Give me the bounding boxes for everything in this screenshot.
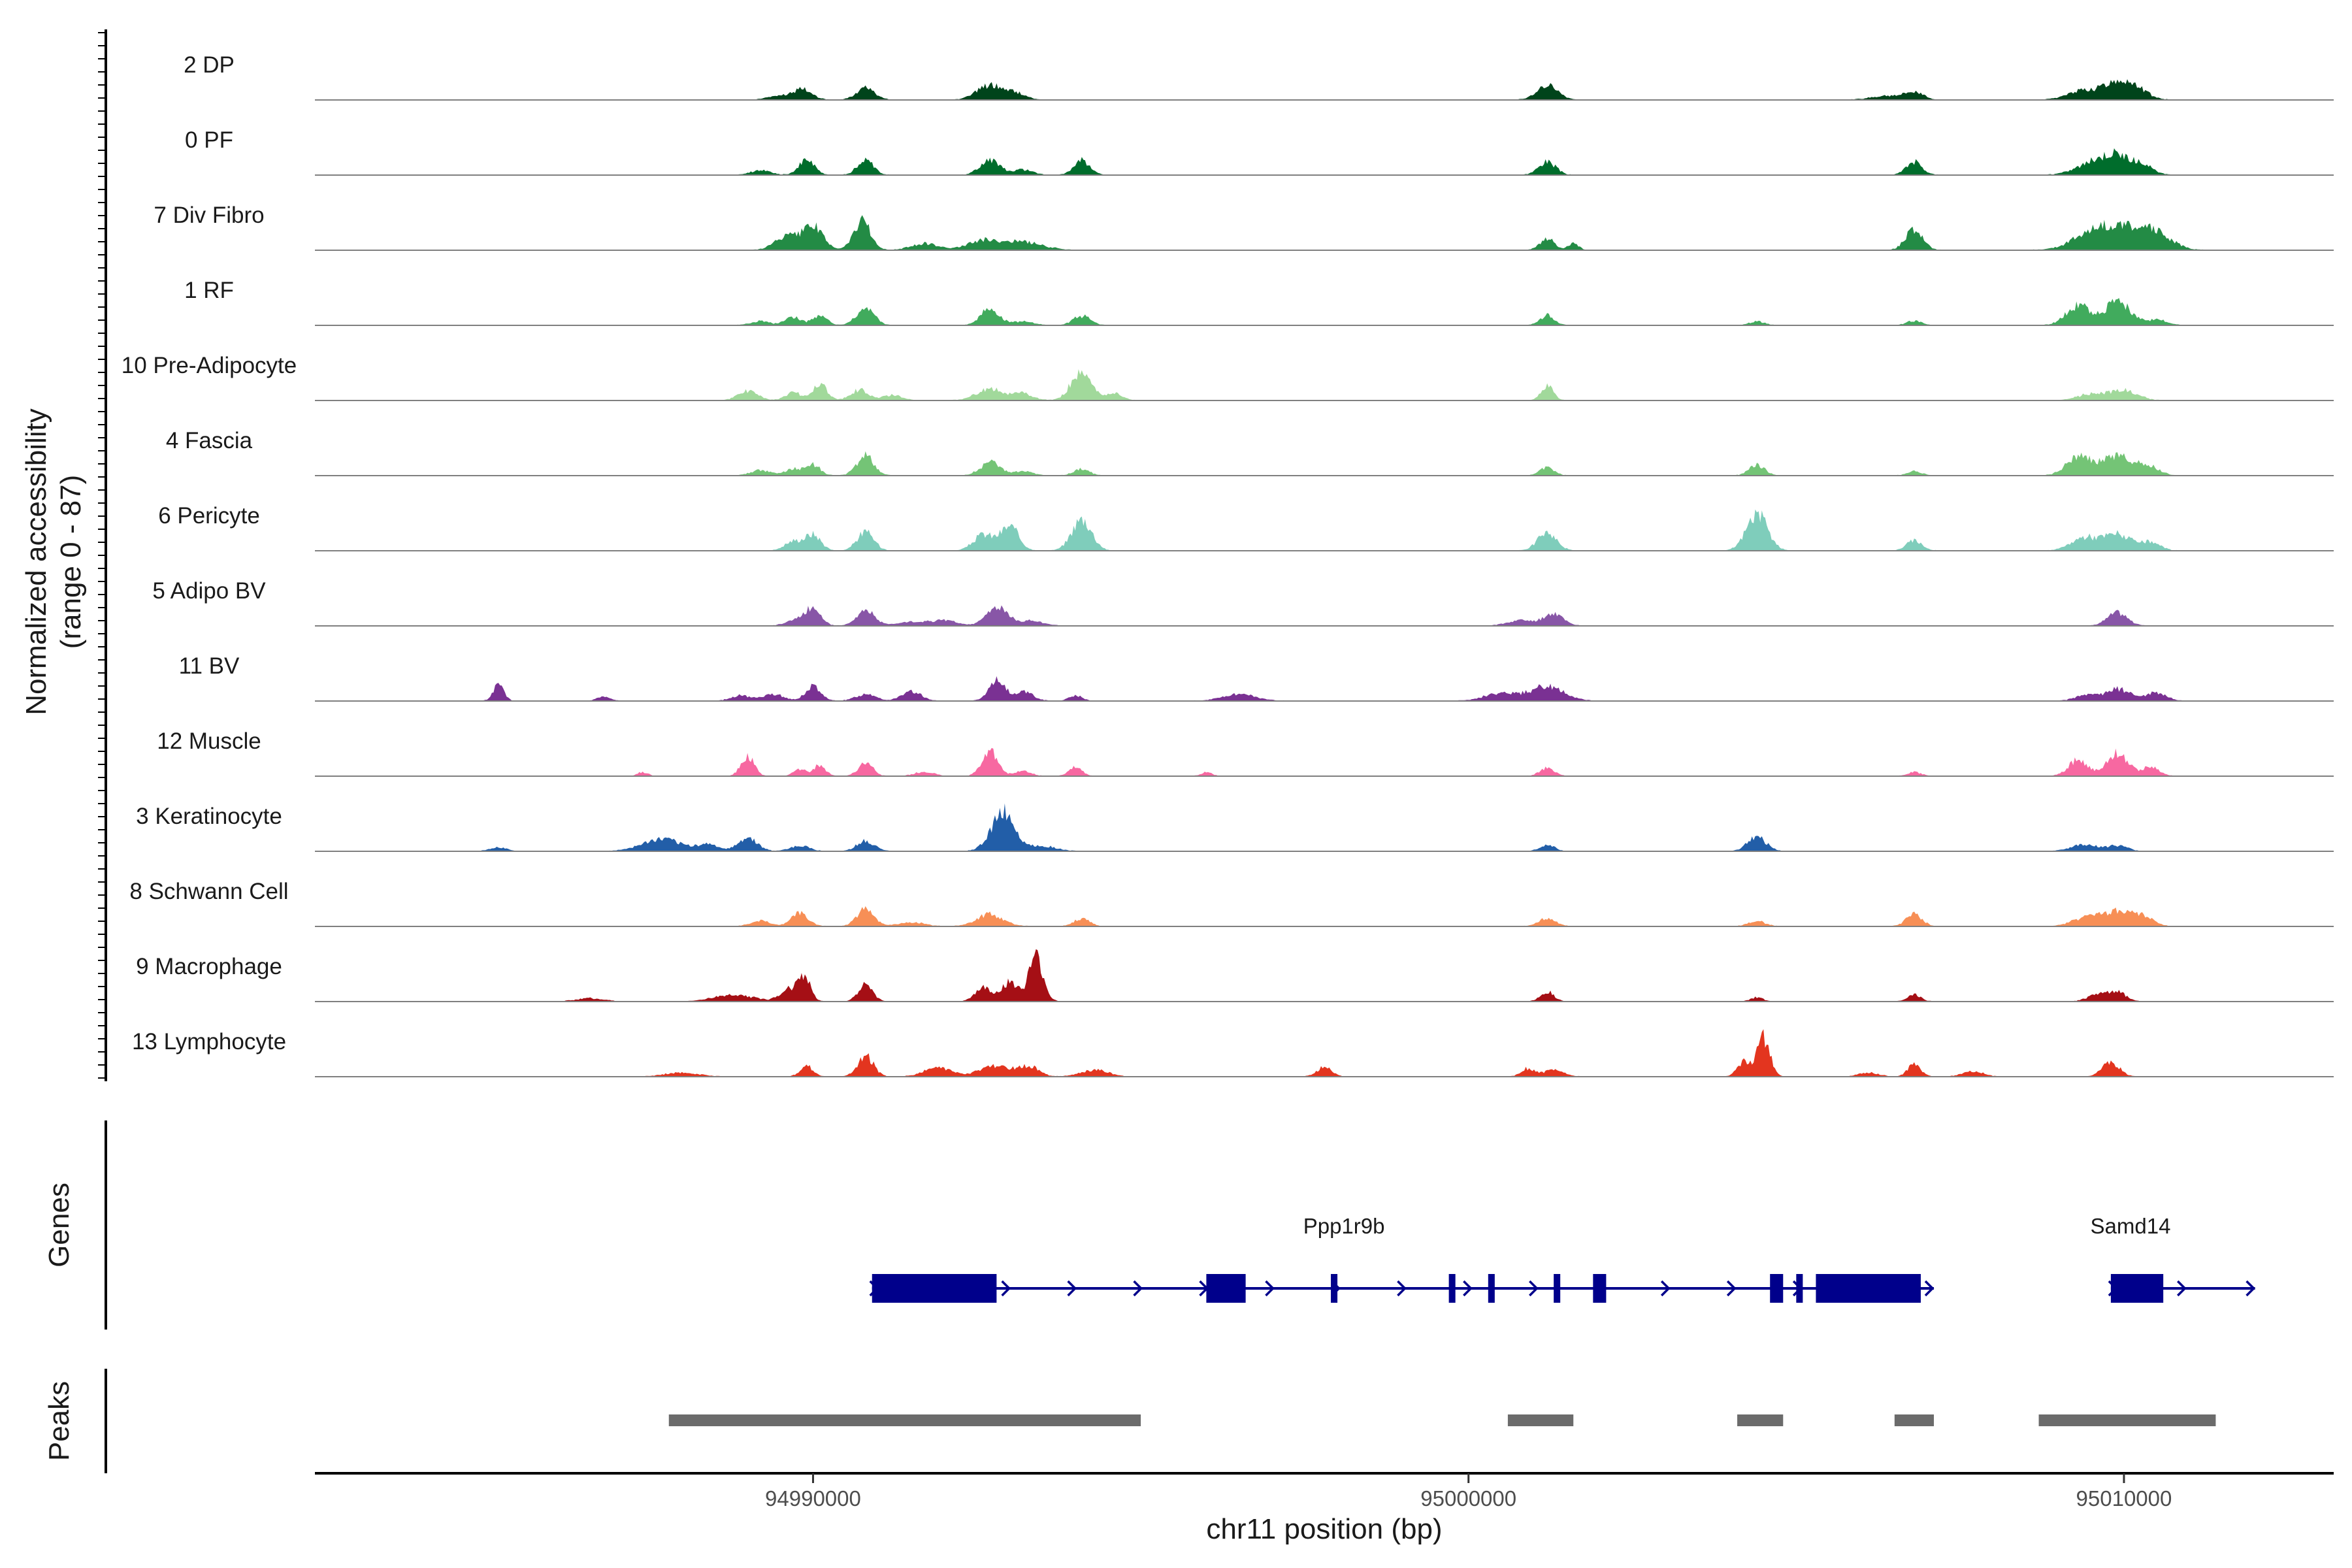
- gene-ppp1r9b: Ppp1r9b: [869, 1214, 1935, 1303]
- track-label: 9 Macrophage: [136, 954, 282, 979]
- track-label: 8 Schwann Cell: [129, 879, 288, 904]
- coverage-area: [419, 803, 2249, 851]
- coverage-area: [419, 747, 2249, 776]
- x-axis-ticks: 94990000 95000000 95010000: [765, 1473, 2172, 1511]
- track-label: 12 Muscle: [157, 728, 261, 754]
- exon: [1796, 1274, 1803, 1303]
- coverage-y-axis-ticks: [98, 32, 106, 1079]
- track-label: 4 Fascia: [166, 428, 253, 453]
- gene-annotations: Ppp1r9b Samd14: [869, 1214, 2256, 1303]
- strand-arrow: [1924, 1280, 1935, 1297]
- coverage-area: [419, 906, 2249, 926]
- peak-bar: [668, 1414, 1141, 1426]
- coverage-area: [419, 79, 2249, 100]
- coverage-area: [419, 509, 2249, 551]
- coverage-area: [419, 949, 2249, 1002]
- exon: [1331, 1274, 1338, 1303]
- track-7: 6 Pericyte: [158, 503, 2334, 551]
- exon: [1488, 1274, 1495, 1303]
- track-4: 1 RF: [184, 278, 2334, 326]
- track-label: 5 Adipo BV: [152, 578, 266, 604]
- track-label: 2 DP: [184, 52, 235, 78]
- peak-bar: [1737, 1414, 1784, 1426]
- track-label: 13 Lymphocyte: [132, 1029, 286, 1054]
- strand-arrow: [1529, 1280, 1539, 1297]
- peak-bar: [2038, 1414, 2216, 1426]
- track-10: 12 Muscle: [157, 728, 2334, 777]
- track-1: 2 DP: [184, 52, 2334, 101]
- track-label: 7 Div Fibro: [154, 203, 264, 228]
- track-11: 3 Keratinocyte: [136, 803, 2334, 852]
- strand-arrow: [2176, 1280, 2187, 1297]
- peaks-panel-title: Peaks: [43, 1381, 75, 1461]
- coverage-area: [419, 605, 2249, 626]
- exon: [2110, 1274, 2164, 1303]
- x-axis-title: chr11 position (bp): [1206, 1513, 1442, 1545]
- track-14: 13 Lymphocyte: [132, 1029, 2334, 1077]
- x-tick-label: 94990000: [765, 1486, 861, 1511]
- exon: [1816, 1274, 1921, 1303]
- strand-arrow: [1265, 1280, 1275, 1297]
- strand-arrow: [1726, 1280, 1737, 1297]
- track-label: 10 Pre-Adipocyte: [122, 353, 297, 378]
- exon: [1554, 1274, 1561, 1303]
- peak-bar: [1894, 1414, 1935, 1426]
- coverage-area: [419, 148, 2249, 175]
- track-label: 1 RF: [184, 278, 234, 303]
- gene-samd14: Samd14: [2091, 1214, 2256, 1303]
- track-label: 11 BV: [179, 653, 240, 679]
- track-8: 5 Adipo BV: [152, 578, 2334, 627]
- strand-arrow: [1660, 1280, 1671, 1297]
- track-9: 11 BV: [179, 653, 2334, 702]
- strand-arrow: [2246, 1280, 2256, 1297]
- coverage-tracks: 2 DP 0 PF 7 Div Fibro 1 RF 10 Pre-Adipocyte 4…: [122, 52, 2334, 1077]
- strand-arrow: [1397, 1280, 1407, 1297]
- coverage-area: [419, 369, 2249, 400]
- track-label: 0 PF: [185, 127, 233, 153]
- track-5: 10 Pre-Adipocyte: [122, 353, 2334, 401]
- track-13: 9 Macrophage: [136, 949, 2334, 1002]
- exon: [1448, 1274, 1456, 1303]
- coverage-area: [419, 298, 2249, 325]
- peak-regions: [668, 1414, 2216, 1426]
- track-label: 3 Keratinocyte: [136, 804, 282, 829]
- coverage-area: [419, 451, 2249, 476]
- y-axis-title-line1: Normalized accessibility: [20, 408, 52, 715]
- exon: [1206, 1274, 1246, 1303]
- strand-arrow: [1067, 1280, 1077, 1297]
- exon: [1770, 1274, 1784, 1303]
- coverage-area: [419, 215, 2249, 250]
- coverage-area: [419, 1029, 2249, 1077]
- exon: [872, 1274, 997, 1303]
- track-label: 6 Pericyte: [158, 503, 260, 529]
- strand-arrow: [1133, 1280, 1143, 1297]
- gene-label: Samd14: [2091, 1214, 2171, 1238]
- genes-panel-title: Genes: [43, 1183, 75, 1267]
- x-tick-label: 95000000: [1420, 1486, 1516, 1511]
- strand-arrow: [1463, 1280, 1473, 1297]
- exon: [1593, 1274, 1607, 1303]
- strand-arrow: [1001, 1280, 1011, 1297]
- peak-bar: [1507, 1414, 1574, 1426]
- coverage-area: [419, 676, 2249, 701]
- y-axis-title-line2: (range 0 - 87): [55, 475, 87, 649]
- gene-label: Ppp1r9b: [1303, 1214, 1385, 1238]
- track-3: 7 Div Fibro: [154, 203, 2334, 251]
- track-2: 0 PF: [185, 127, 2334, 176]
- x-tick-label: 95010000: [2076, 1486, 2172, 1511]
- track-12: 8 Schwann Cell: [129, 879, 2334, 927]
- track-6: 4 Fascia: [166, 428, 2334, 476]
